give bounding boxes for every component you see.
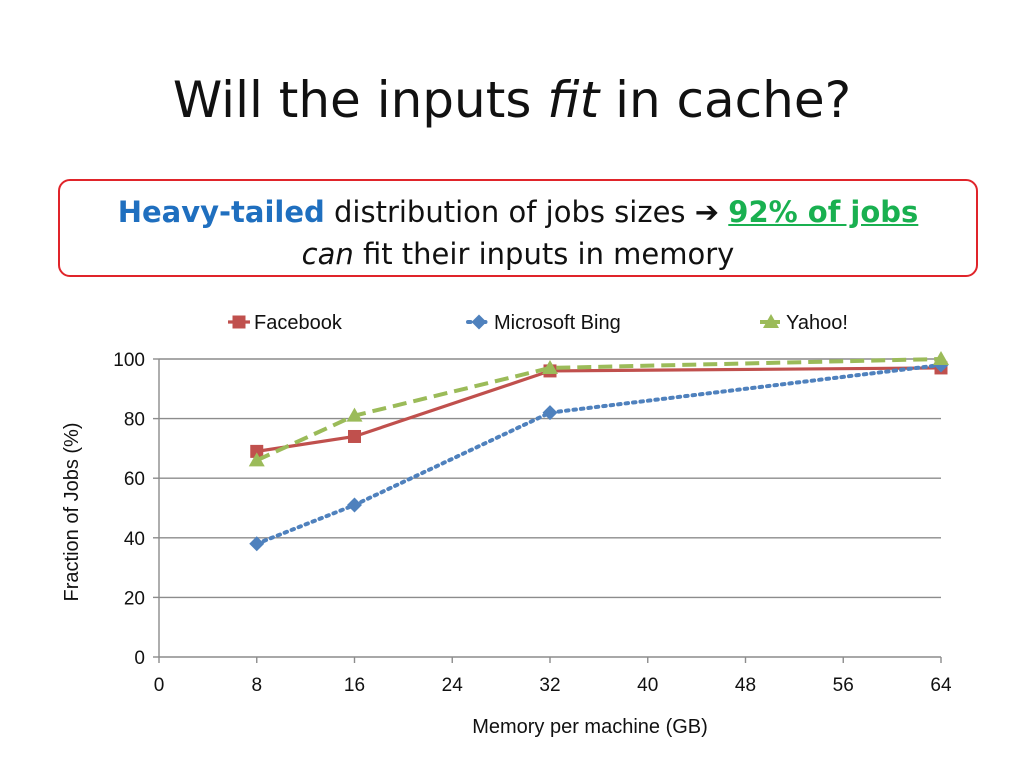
legend-item-facebook: Facebook <box>228 312 343 334</box>
axes: 0 20 40 60 80 100 0 8 16 24 32 40 48 56 64 <box>113 350 952 696</box>
y-tick-label-60: 60 <box>124 469 145 490</box>
x-axis-title: Memory per machine (GB) <box>472 716 708 738</box>
legend-item-microsoft-bing: Microsoft Bing <box>466 312 621 334</box>
x-tick-label-16: 16 <box>344 675 365 696</box>
y-tick-label-100: 100 <box>113 350 145 371</box>
legend-label-microsoft-bing: Microsoft Bing <box>494 312 621 334</box>
data-point-yahoo-64 <box>933 351 949 365</box>
data-point-microsoft-bing-8 <box>249 536 265 552</box>
data-point-yahoo-8 <box>248 452 265 467</box>
x-tick-label-64: 64 <box>930 675 952 696</box>
x-tick-label-24: 24 <box>442 675 464 696</box>
series-line-facebook <box>256 366 942 453</box>
callout-highlight-heavy-tailed: Heavy-tailed <box>117 195 325 229</box>
callout-italic-can: can <box>301 237 354 271</box>
x-tick-label-32: 32 <box>539 675 560 696</box>
legend-label-facebook: Facebook <box>254 312 343 334</box>
x-tick-label-48: 48 <box>735 675 756 696</box>
x-tick-label-8: 8 <box>251 675 262 696</box>
series-yahoo <box>248 351 949 467</box>
x-tick-label-56: 56 <box>833 675 854 696</box>
legend-swatch-marker-yahoo <box>763 314 779 328</box>
callout-box: Heavy-tailed distribution of jobs sizes … <box>58 179 978 277</box>
data-point-facebook-16 <box>348 429 361 443</box>
y-tick-label-20: 20 <box>124 588 145 609</box>
y-tick-label-40: 40 <box>124 529 145 550</box>
y-axis-title: Fraction of Jobs (%) <box>61 423 83 602</box>
data-point-yahoo-16 <box>346 407 363 422</box>
data-point-facebook-8 <box>250 444 264 458</box>
callout-text-mid: distribution of jobs sizes <box>324 195 695 229</box>
title-text-after: in cache? <box>599 71 852 129</box>
legend-item-yahoo: Yahoo! <box>760 312 848 334</box>
series-microsoft-bing <box>249 357 949 552</box>
data-point-microsoft-bing-16 <box>347 497 362 513</box>
legend-swatch-marker-microsoft-bing <box>471 314 487 330</box>
x-tick-label-40: 40 <box>637 675 658 696</box>
x-tick-label-0: 0 <box>154 675 165 696</box>
data-point-yahoo-32 <box>542 359 558 374</box>
series-group <box>248 351 949 552</box>
callout-highlight-percent: 92% of jobs <box>728 195 919 229</box>
legend-swatch-marker-facebook <box>232 315 246 329</box>
data-point-microsoft-bing-32 <box>542 405 558 421</box>
callout-line-1: Heavy-tailed distribution of jobs sizes … <box>60 191 976 233</box>
title-text-before: Will the inputs <box>172 71 548 129</box>
grid-lines <box>159 358 941 599</box>
legend-label-yahoo: Yahoo! <box>786 312 848 334</box>
legend: Facebook Microsoft Bing Yahoo! <box>228 312 848 334</box>
series-line-microsoft-bing <box>254 362 943 546</box>
right-arrow-icon: ➔ <box>694 195 720 229</box>
callout-line-2: can fit their inputs in memory <box>60 233 976 275</box>
slide-title: Will the inputs fit in cache? <box>0 62 1024 138</box>
y-tick-label-0: 0 <box>134 648 145 669</box>
y-tick-label-80: 80 <box>124 410 145 431</box>
line-chart: 0 20 40 60 80 100 0 8 16 24 32 40 48 56 64 Facebook Mic… <box>61 312 952 738</box>
title-text-emphasis: fit <box>547 71 600 129</box>
series-line-yahoo <box>255 357 942 463</box>
callout-text-rest: fit their inputs in memory <box>353 237 735 271</box>
